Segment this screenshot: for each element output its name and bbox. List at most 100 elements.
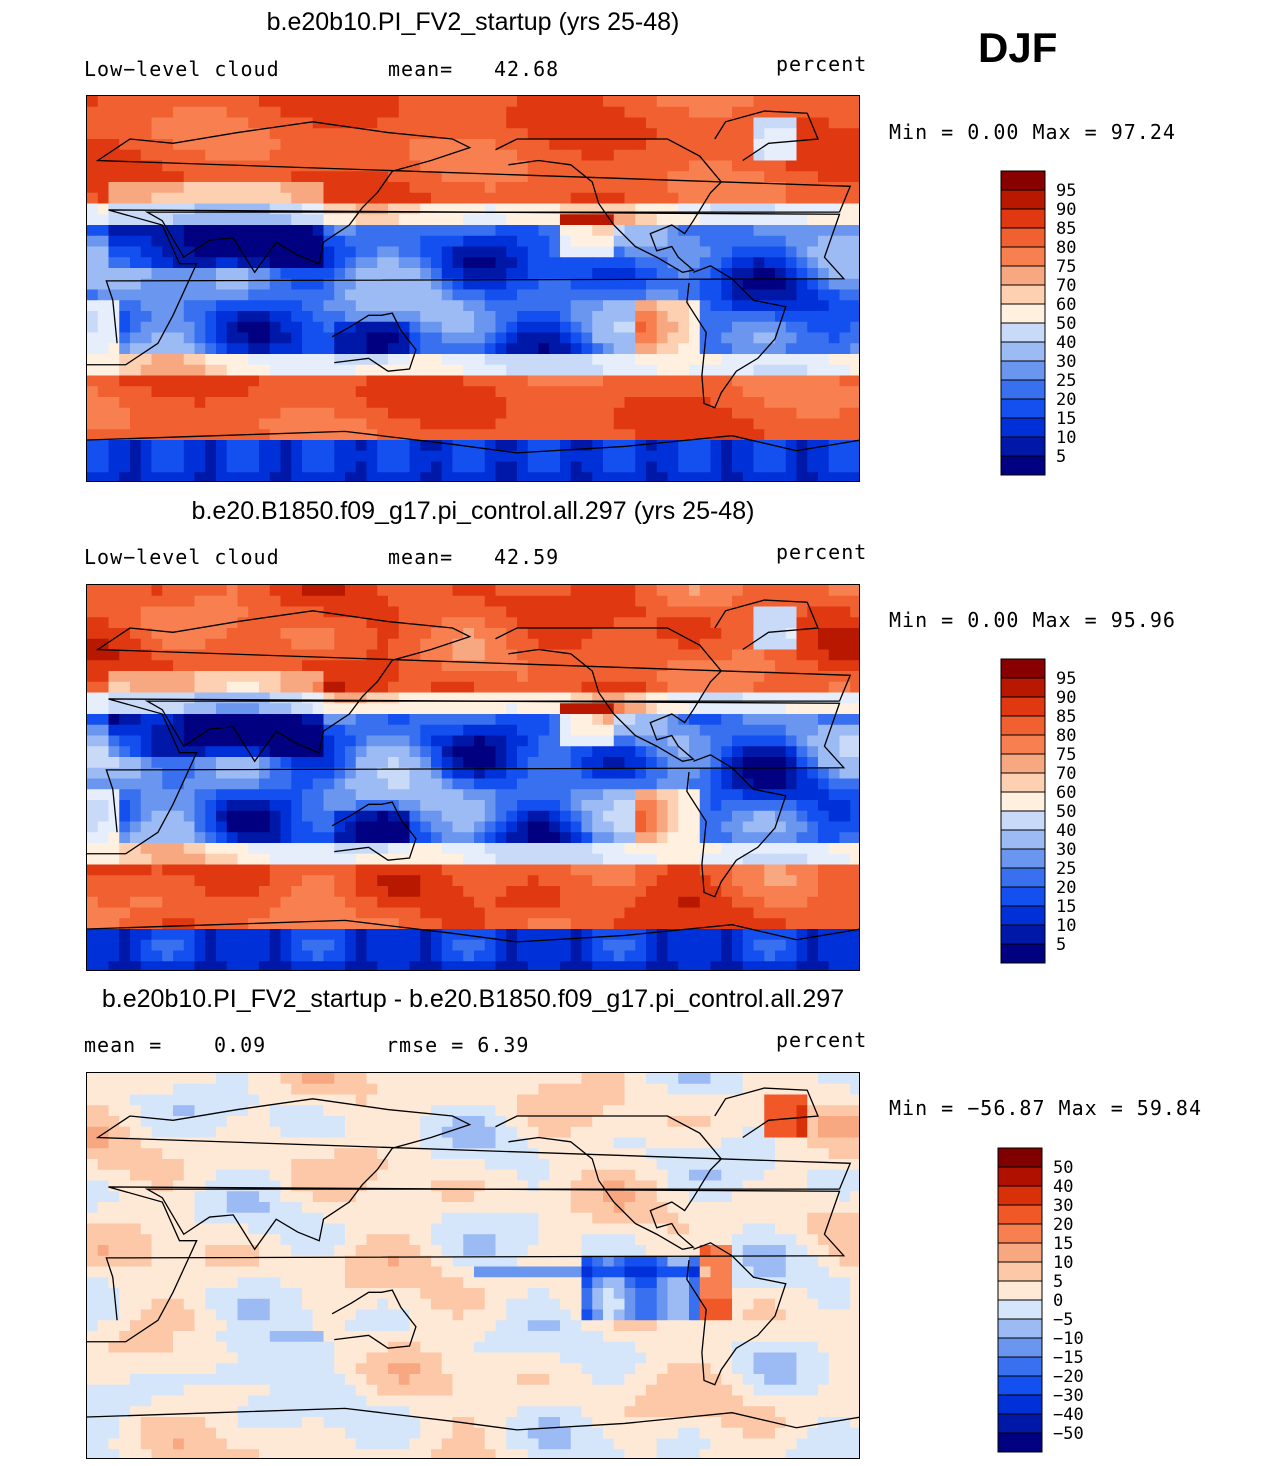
map-cell	[549, 746, 561, 758]
map-cell	[377, 386, 389, 398]
map-cell	[87, 364, 99, 377]
map-cell	[420, 332, 432, 344]
map-cell	[592, 106, 604, 119]
map-cell	[431, 810, 443, 823]
map-cell	[635, 429, 647, 441]
map-cell	[753, 671, 765, 683]
map-cell	[226, 735, 239, 747]
map-cell	[420, 235, 432, 248]
map-cell	[302, 875, 314, 887]
map-cell	[656, 800, 669, 812]
map-cell	[173, 606, 185, 618]
map-cell	[355, 585, 368, 597]
map-cell	[506, 800, 518, 812]
map-cell	[409, 203, 421, 215]
map-cell	[140, 821, 153, 833]
map-cell	[699, 810, 712, 823]
map-cell	[420, 671, 432, 683]
map-cell	[291, 450, 303, 463]
map-cell	[807, 278, 819, 291]
map-cell	[334, 724, 346, 737]
map-cell	[560, 918, 572, 930]
map-cell	[334, 375, 346, 387]
map-cell	[194, 724, 206, 737]
map-cell	[764, 321, 776, 334]
map-cell	[183, 585, 196, 597]
map-cell	[452, 692, 464, 704]
map-cell	[108, 343, 120, 355]
map-cell	[173, 407, 185, 420]
map-cell	[259, 918, 271, 930]
map-cell	[775, 649, 787, 661]
map-cell	[162, 311, 174, 323]
map-cell	[173, 896, 185, 909]
map-cell	[162, 461, 174, 473]
map-cell	[151, 375, 163, 387]
map-cell	[828, 386, 841, 398]
map-cell	[366, 585, 378, 597]
map-cell	[226, 660, 239, 672]
map-cell	[839, 128, 851, 140]
map-cell	[291, 800, 303, 812]
map-cell	[538, 225, 550, 237]
map-cell	[388, 171, 400, 183]
map-cell	[334, 896, 346, 909]
map-cell	[216, 246, 228, 258]
map-cell	[646, 628, 658, 640]
map-cell	[237, 886, 249, 898]
map-cell	[570, 681, 583, 694]
map-cell	[216, 800, 228, 812]
map-cell	[678, 724, 690, 737]
map-cell	[377, 461, 389, 473]
map-cell	[366, 472, 378, 481]
map-cell	[560, 418, 572, 430]
map-cell	[452, 429, 464, 441]
map-cell	[495, 617, 507, 629]
map-cell	[409, 896, 421, 909]
map-cell	[721, 106, 733, 119]
map-cell	[162, 617, 174, 629]
map-cell	[635, 853, 647, 866]
map-cell	[527, 440, 540, 452]
map-cell	[280, 757, 292, 769]
map-cell	[291, 160, 303, 172]
map-cell	[581, 703, 593, 715]
map-cell	[796, 192, 808, 205]
map-cell	[162, 649, 174, 661]
map-cell	[581, 364, 593, 377]
map-cell	[785, 660, 798, 672]
map-cell	[377, 117, 389, 129]
map-cell	[689, 918, 701, 930]
map-cell	[420, 692, 432, 704]
map-cell	[710, 386, 722, 398]
map-cell	[355, 660, 368, 672]
map-cell	[87, 440, 99, 452]
map-cell	[420, 182, 432, 194]
map-cell	[527, 418, 540, 430]
map-cell	[839, 429, 851, 441]
map-cell	[839, 617, 851, 629]
map-cell	[710, 106, 722, 119]
map-cell	[538, 896, 550, 909]
map-cell	[183, 354, 196, 366]
map-cell	[441, 735, 454, 747]
map-cell	[656, 375, 669, 387]
map-cell	[302, 354, 314, 366]
map-cell	[850, 128, 859, 140]
map-cell	[603, 714, 615, 726]
map-cell	[839, 332, 851, 344]
map-cell	[312, 332, 325, 344]
map-cell	[388, 875, 400, 887]
map-cell	[216, 606, 228, 618]
map-cell	[828, 907, 841, 919]
map-cell	[388, 843, 400, 855]
map-cell	[345, 843, 357, 855]
map-cell	[828, 311, 841, 323]
map-cell	[732, 585, 744, 597]
map-cell	[796, 171, 808, 183]
map-cell	[506, 461, 518, 473]
map-cell	[216, 778, 228, 790]
map-cell	[183, 810, 196, 823]
map-cell	[581, 929, 593, 941]
map-cell	[173, 789, 185, 801]
